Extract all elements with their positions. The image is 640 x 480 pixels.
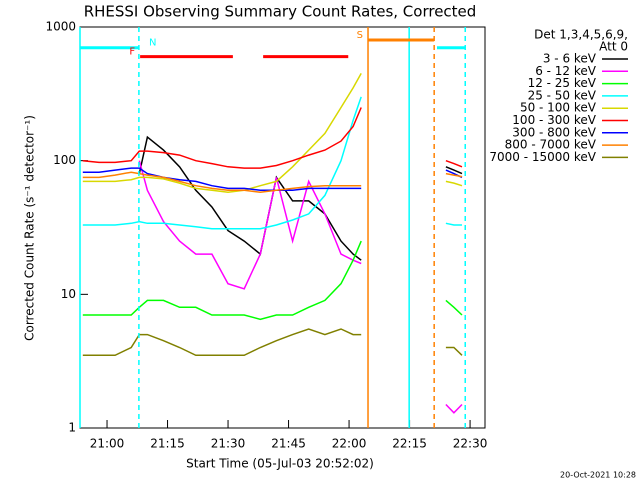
- x-tick-label: 21:45: [271, 437, 306, 451]
- y-tick-label: 1: [68, 421, 76, 435]
- flag-label: F: [129, 47, 135, 58]
- legend-title: Det 1,3,4,5,6,9,: [534, 28, 628, 42]
- legend-label: 12 - 25 keV: [528, 76, 597, 90]
- series-line: [82, 96, 462, 230]
- x-tick-label: 21:00: [90, 437, 125, 451]
- series-line: [82, 171, 463, 194]
- plot-frame: [79, 26, 486, 429]
- x-tick-label: 22:30: [453, 437, 488, 451]
- legend-label: 100 - 300 keV: [512, 113, 596, 127]
- flag-label: N: [149, 38, 156, 49]
- y-tick-label: 10: [61, 287, 76, 301]
- flag-label: S: [357, 30, 363, 41]
- legend-label: 800 - 7000 keV: [505, 138, 597, 152]
- series-line: [138, 160, 463, 414]
- x-axis-label: Start Time (05-Jul-03 20:52:02): [186, 457, 374, 471]
- series-line: [138, 135, 463, 261]
- series-line: [82, 240, 463, 321]
- x-tick-label: 22:15: [392, 437, 427, 451]
- legend-label: 6 - 12 keV: [535, 64, 597, 78]
- series-line: [82, 328, 463, 357]
- legend-label: 25 - 50 keV: [528, 88, 597, 102]
- x-tick-label: 22:00: [332, 437, 367, 451]
- footer: 20-Oct-2021 10:28: [560, 471, 636, 480]
- legend-label: 3 - 6 keV: [543, 52, 597, 66]
- legend-label: 300 - 800 keV: [512, 125, 596, 139]
- y-axis-label: Corrected Count Rate (s⁻¹ detector⁻¹): [23, 115, 37, 341]
- y-tick-label: 1000: [45, 20, 76, 34]
- legend-label: 50 - 100 keV: [520, 101, 597, 115]
- series-line: [82, 107, 463, 169]
- series-line: [82, 73, 463, 194]
- chart-title: RHESSI Observing Summary Count Rates, Co…: [84, 3, 477, 21]
- legend-label: 7000 - 15000 keV: [489, 150, 596, 164]
- x-tick-label: 21:15: [150, 437, 185, 451]
- x-tick-label: 21:30: [211, 437, 246, 451]
- y-tick-label: 100: [53, 153, 76, 167]
- legend-title: Att 0: [599, 40, 628, 54]
